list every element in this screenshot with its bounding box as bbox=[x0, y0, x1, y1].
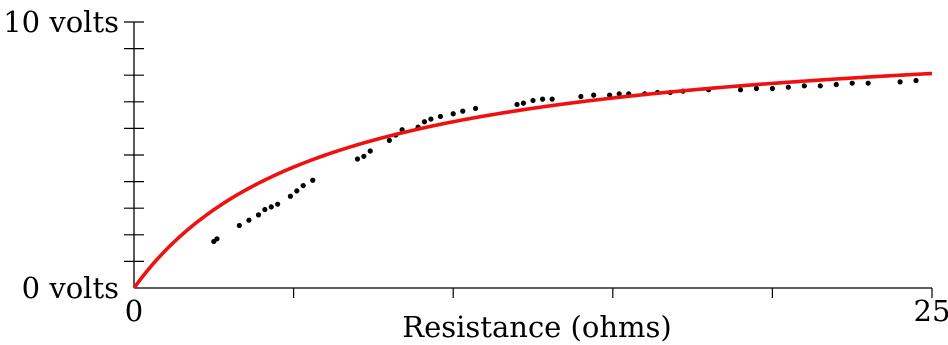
tick-marks bbox=[124, 21, 933, 298]
data-point bbox=[275, 201, 281, 207]
data-point bbox=[801, 83, 807, 89]
data-point bbox=[769, 85, 776, 92]
data-point bbox=[514, 101, 520, 108]
data-point bbox=[214, 236, 220, 242]
data-point bbox=[310, 177, 316, 183]
data-point bbox=[817, 83, 823, 89]
data-point bbox=[753, 85, 760, 92]
data-point bbox=[287, 193, 294, 199]
data-point bbox=[246, 217, 252, 223]
data-point bbox=[262, 206, 268, 213]
data-point bbox=[367, 148, 373, 154]
data-point bbox=[450, 111, 456, 117]
axes bbox=[133, 22, 932, 289]
data-point bbox=[616, 91, 622, 97]
data-point bbox=[294, 188, 300, 194]
data-point bbox=[300, 182, 306, 189]
data-point bbox=[421, 119, 428, 125]
data-point bbox=[472, 105, 479, 112]
data-point bbox=[520, 100, 527, 106]
y-tick-label: 10 volts bbox=[3, 5, 119, 39]
data-point bbox=[354, 156, 361, 162]
x-tick-label: 0 bbox=[125, 294, 143, 328]
data-point bbox=[578, 93, 584, 100]
data-point bbox=[530, 97, 536, 104]
data-point bbox=[437, 113, 444, 120]
data-point bbox=[428, 116, 434, 122]
data-point bbox=[833, 81, 839, 88]
data-point bbox=[865, 80, 871, 86]
data-point bbox=[460, 108, 466, 114]
data-point bbox=[386, 137, 392, 143]
data-point bbox=[849, 80, 855, 86]
data-point bbox=[591, 92, 597, 98]
data-point bbox=[549, 96, 555, 102]
x-tick-label: 25 bbox=[914, 294, 948, 328]
y-tick-label: 0 volts bbox=[22, 271, 119, 305]
data-point bbox=[897, 79, 903, 85]
fit-curve bbox=[132, 71, 933, 290]
data-point bbox=[737, 87, 744, 93]
data-point bbox=[255, 212, 262, 218]
tick-labels: 0 25 0 volts 10 volts bbox=[3, 5, 948, 328]
data-point bbox=[236, 222, 242, 229]
data-point bbox=[268, 204, 274, 210]
x-axis-label: Resistance (ohms) bbox=[402, 310, 671, 344]
data-point bbox=[361, 153, 367, 159]
fit-curve-layer bbox=[132, 71, 933, 290]
data-point bbox=[913, 77, 919, 84]
data-point bbox=[785, 84, 791, 90]
data-point bbox=[539, 96, 546, 102]
